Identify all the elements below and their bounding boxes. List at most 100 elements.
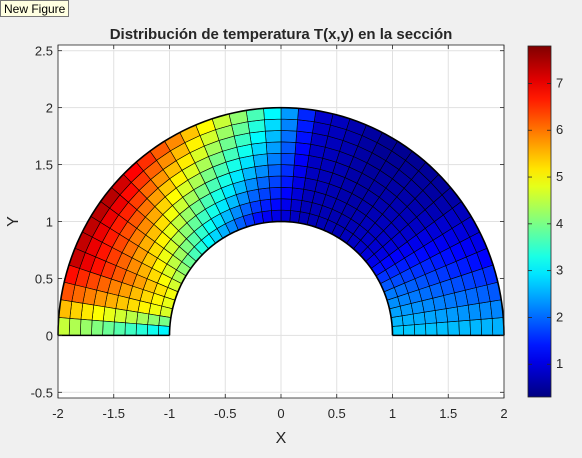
- mesh-cell: [102, 306, 117, 323]
- mesh-cell: [146, 324, 160, 336]
- mesh-cell: [91, 319, 104, 336]
- mesh-cell: [256, 176, 270, 190]
- y-tick-label: 1.5: [35, 158, 53, 173]
- y-tick-label: 0: [46, 328, 53, 343]
- mesh-cell: [268, 175, 282, 189]
- mesh-cell: [280, 152, 296, 166]
- y-tick-label: -0.5: [31, 385, 53, 400]
- mesh-cell: [249, 130, 267, 145]
- mesh-cell: [434, 308, 449, 324]
- mesh-cell: [290, 198, 303, 212]
- mesh-cell: [271, 209, 282, 223]
- mesh-cell: [158, 325, 171, 336]
- mesh-cell: [456, 304, 471, 322]
- mesh-cell: [402, 324, 416, 336]
- mesh-cell: [280, 164, 295, 177]
- mesh-cell: [158, 315, 172, 327]
- mesh-cell: [265, 141, 282, 155]
- mesh-cell: [289, 210, 301, 224]
- mesh-cell: [136, 311, 150, 325]
- x-tick-label: 1: [389, 406, 396, 421]
- colorbar-tick-label: 1: [556, 356, 563, 371]
- y-tick-label: 1: [46, 215, 53, 230]
- mesh-cell: [280, 209, 291, 223]
- mesh-cell: [257, 187, 271, 201]
- mesh-cell: [113, 308, 128, 324]
- y-tick-label: 0.5: [35, 271, 53, 286]
- mesh-cell: [280, 187, 293, 200]
- y-tick-label: 2: [46, 101, 53, 116]
- mesh-cell: [125, 310, 139, 325]
- y-tick-label: 2.5: [35, 44, 53, 59]
- mesh-cell: [124, 322, 137, 336]
- section-outline: [57, 106, 505, 337]
- outer-boundary: [57, 106, 505, 336]
- mesh-cell: [414, 323, 427, 336]
- mesh-cell: [266, 152, 282, 166]
- mesh-cell: [264, 118, 282, 132]
- mesh-cell: [79, 318, 93, 336]
- mesh-cell: [80, 302, 95, 321]
- colorbar-tick-label: 7: [556, 75, 563, 90]
- mesh-cell: [91, 304, 106, 322]
- mesh-cell: [292, 176, 306, 190]
- mesh-cell: [267, 164, 282, 177]
- colorbar-tick-label: 5: [556, 169, 563, 184]
- mesh-cell: [270, 198, 282, 211]
- mesh-cell: [280, 118, 298, 132]
- mesh-cell: [425, 322, 438, 336]
- axis-ticks: -2 -1.5 -1 -0.5 0 0.5 1 1.5 2 -0.5 0 0.5 1 1.5 2 2.5: [31, 44, 508, 421]
- mesh-cell: [113, 321, 126, 336]
- y-axis-label: Y: [5, 216, 22, 227]
- mesh-cell: [293, 153, 310, 168]
- mesh-cell: [251, 142, 268, 156]
- colorbar-tick-label: 6: [556, 122, 563, 137]
- mesh-cell: [102, 320, 115, 336]
- mesh-cell: [263, 107, 282, 120]
- mesh-cell: [280, 107, 299, 120]
- mesh-cell: [291, 187, 305, 201]
- inner-boundary: [168, 220, 394, 336]
- mesh-cell: [254, 164, 270, 179]
- new-figure-tooltip: New Figure: [0, 0, 70, 17]
- mesh-cell: [491, 317, 505, 336]
- mesh-cell: [296, 119, 315, 134]
- mesh-cell: [458, 319, 471, 336]
- mesh-cell: [423, 310, 437, 325]
- colorbar-tick-label: 4: [556, 216, 563, 231]
- mesh-cell: [280, 198, 292, 211]
- mesh-cell: [280, 175, 294, 189]
- temperature-mesh: [57, 107, 505, 336]
- x-tick-label: -1: [164, 406, 176, 421]
- mesh-cell: [295, 130, 313, 145]
- mesh-cell: [480, 318, 494, 336]
- chart-title: Distribución de temperatura T(x,y) en la…: [110, 26, 453, 43]
- mesh-cell: [135, 323, 148, 336]
- mesh-cell: [252, 153, 269, 168]
- colorbar: 1 2 3 4 5 6 7: [527, 45, 563, 398]
- x-tick-label: 2: [500, 406, 507, 421]
- colorbar-tick-label: 3: [556, 263, 563, 278]
- colorbar-gradient: [527, 45, 552, 398]
- mesh-cell: [292, 164, 308, 179]
- mesh-cell: [436, 321, 449, 336]
- x-tick-label: -0.5: [214, 406, 236, 421]
- mesh-cell: [469, 318, 483, 336]
- mesh-cell: [467, 302, 482, 321]
- mesh-cell: [280, 141, 297, 155]
- mesh-cell: [147, 313, 161, 326]
- mesh-cell: [447, 320, 460, 336]
- x-tick-label: 0: [277, 406, 284, 421]
- mesh-cell: [247, 119, 266, 134]
- x-axis-label: X: [276, 430, 287, 447]
- mesh-cell: [412, 311, 426, 325]
- mesh-cell: [68, 318, 82, 336]
- mesh-cell: [269, 187, 282, 200]
- x-tick-label: 0.5: [328, 406, 346, 421]
- x-tick-label: -1.5: [103, 406, 125, 421]
- mesh-cell: [280, 130, 298, 143]
- colorbar-tick-label: 2: [556, 309, 563, 324]
- mesh-cell: [264, 130, 282, 143]
- mesh-cell: [391, 325, 404, 336]
